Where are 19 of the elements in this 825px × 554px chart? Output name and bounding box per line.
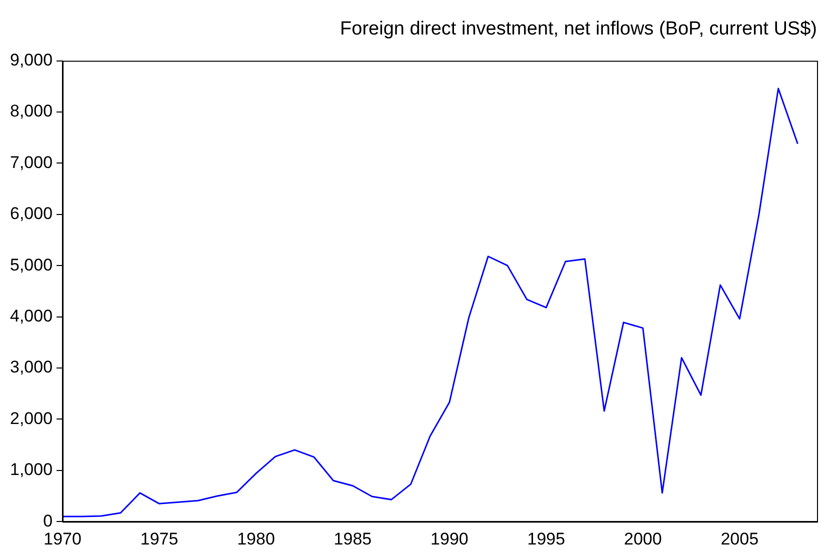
- y-tick-label: 7,000: [10, 152, 53, 172]
- y-tick-label: 5,000: [10, 255, 53, 274]
- x-tick-label: 1975: [140, 529, 178, 548]
- y-tick-label: 6,000: [10, 204, 53, 224]
- y-tick-label: 9,000: [10, 50, 53, 70]
- y-tick-label: 2,000: [10, 408, 53, 428]
- x-tick-label: 2000: [624, 529, 662, 548]
- y-tick-label: 8,000: [10, 102, 53, 121]
- y-tick-label: 4,000: [10, 306, 53, 326]
- x-tick-label: 1980: [237, 529, 275, 548]
- chart-title: Foreign direct investment, net inflows (BoP, current US$): [340, 18, 817, 40]
- x-tick-label: 1995: [527, 529, 566, 548]
- x-tick-label: 1985: [334, 529, 372, 548]
- x-tick-label: 1990: [430, 529, 468, 548]
- y-tick-label: 0: [43, 511, 53, 530]
- y-tick-label: 1,000: [10, 460, 53, 480]
- y-tick-label: 3,000: [10, 358, 53, 377]
- x-tick-label: 2005: [720, 529, 759, 548]
- x-tick-label: 1970: [44, 529, 82, 548]
